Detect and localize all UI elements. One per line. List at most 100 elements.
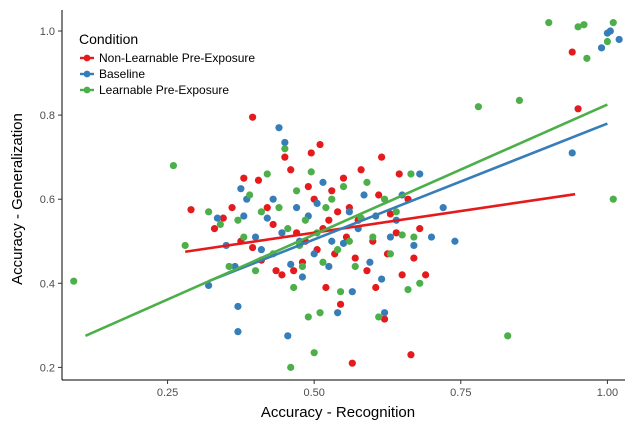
x-tick-label: 0.25 bbox=[157, 387, 178, 399]
point-non-learnable-pre-exposure bbox=[363, 267, 371, 275]
point-learnable-pre-exposure bbox=[515, 96, 524, 104]
legend: Condition Non-Learnable Pre-Exposure Base… bbox=[79, 31, 255, 97]
point-learnable-pre-exposure bbox=[322, 204, 330, 212]
point-baseline bbox=[380, 309, 389, 317]
point-learnable-pre-exposure bbox=[339, 182, 348, 191]
point-learnable-pre-exposure bbox=[404, 286, 412, 294]
point-baseline bbox=[360, 191, 368, 199]
point-non-learnable-pre-exposure bbox=[380, 315, 389, 323]
point-learnable-pre-exposure bbox=[287, 363, 295, 371]
point-non-learnable-pre-exposure bbox=[386, 210, 395, 218]
x-ticks: 0.25 0.50 0.75 1.00 bbox=[157, 380, 618, 399]
point-baseline bbox=[284, 332, 292, 340]
point-baseline bbox=[378, 275, 386, 283]
points-layer bbox=[70, 19, 623, 371]
point-learnable-pre-exposure bbox=[307, 168, 315, 176]
point-non-learnable-pre-exposure bbox=[248, 113, 257, 121]
point-baseline bbox=[339, 239, 348, 247]
point-non-learnable-pre-exposure bbox=[336, 300, 345, 308]
legend-key-point-non-learnable-pre-exposure bbox=[83, 54, 91, 62]
point-learnable-pre-exposure bbox=[292, 187, 301, 195]
point-learnable-pre-exposure bbox=[407, 170, 415, 178]
point-learnable-pre-exposure bbox=[225, 262, 233, 271]
point-learnable-pre-exposure bbox=[336, 288, 345, 296]
point-learnable-pre-exposure bbox=[284, 225, 292, 233]
point-baseline bbox=[278, 229, 286, 237]
point-baseline bbox=[251, 233, 260, 241]
point-non-learnable-pre-exposure bbox=[568, 48, 576, 56]
point-non-learnable-pre-exposure bbox=[272, 267, 280, 275]
point-non-learnable-pre-exposure bbox=[219, 214, 227, 222]
point-baseline bbox=[310, 250, 318, 258]
point-learnable-pre-exposure bbox=[301, 216, 309, 224]
point-learnable-pre-exposure bbox=[281, 145, 289, 153]
point-learnable-pre-exposure bbox=[70, 277, 78, 285]
point-learnable-pre-exposure bbox=[351, 262, 359, 271]
point-baseline bbox=[298, 273, 307, 281]
point-baseline bbox=[410, 241, 418, 250]
point-non-learnable-pre-exposure bbox=[410, 254, 418, 262]
point-non-learnable-pre-exposure bbox=[263, 204, 271, 212]
x-tick-label: 0.75 bbox=[450, 387, 471, 399]
point-learnable-pre-exposure bbox=[416, 279, 424, 287]
point-non-learnable-pre-exposure bbox=[287, 166, 295, 174]
point-non-learnable-pre-exposure bbox=[290, 267, 298, 275]
point-non-learnable-pre-exposure bbox=[187, 206, 195, 214]
point-learnable-pre-exposure bbox=[603, 37, 612, 46]
point-baseline bbox=[313, 199, 321, 208]
y-tick-label: 1.0 bbox=[40, 26, 55, 38]
point-baseline bbox=[325, 262, 333, 271]
point-learnable-pre-exposure bbox=[290, 283, 298, 292]
point-baseline bbox=[597, 44, 606, 52]
point-learnable-pre-exposure bbox=[319, 258, 327, 266]
point-baseline bbox=[292, 204, 301, 212]
point-non-learnable-pre-exposure bbox=[325, 216, 333, 224]
point-non-learnable-pre-exposure bbox=[307, 149, 315, 157]
x-axis-title: Accuracy - Recognition bbox=[261, 404, 415, 421]
point-learnable-pre-exposure bbox=[334, 246, 342, 254]
point-non-learnable-pre-exposure bbox=[248, 243, 257, 252]
legend-label-baseline: Baseline bbox=[99, 67, 145, 81]
point-baseline bbox=[237, 185, 245, 193]
point-baseline bbox=[427, 233, 436, 241]
point-baseline bbox=[281, 138, 289, 147]
point-non-learnable-pre-exposure bbox=[378, 153, 386, 161]
point-non-learnable-pre-exposure bbox=[357, 166, 365, 174]
point-non-learnable-pre-exposure bbox=[395, 170, 403, 178]
point-learnable-pre-exposure bbox=[375, 313, 383, 321]
point-learnable-pre-exposure bbox=[363, 178, 371, 186]
point-baseline bbox=[348, 288, 356, 296]
point-non-learnable-pre-exposure bbox=[348, 359, 356, 367]
point-learnable-pre-exposure bbox=[251, 267, 260, 275]
point-learnable-pre-exposure bbox=[398, 231, 406, 239]
point-non-learnable-pre-exposure bbox=[416, 225, 424, 233]
fit-line-non-learnable-pre-exposure bbox=[184, 192, 576, 254]
point-learnable-pre-exposure bbox=[609, 195, 617, 203]
point-baseline bbox=[275, 124, 283, 132]
point-learnable-pre-exposure bbox=[304, 313, 312, 321]
point-learnable-pre-exposure bbox=[169, 161, 178, 170]
point-non-learnable-pre-exposure bbox=[281, 153, 289, 161]
point-baseline bbox=[257, 246, 265, 254]
point-non-learnable-pre-exposure bbox=[316, 140, 324, 149]
point-learnable-pre-exposure bbox=[257, 208, 265, 216]
point-baseline bbox=[334, 309, 342, 317]
point-learnable-pre-exposure bbox=[392, 208, 400, 216]
legend-key-point-learnable-pre-exposure bbox=[83, 86, 91, 94]
point-baseline bbox=[234, 302, 242, 311]
point-learnable-pre-exposure bbox=[316, 309, 324, 317]
point-learnable-pre-exposure bbox=[474, 103, 482, 111]
x-tick-label: 0.50 bbox=[303, 387, 324, 399]
legend-key-point-baseline bbox=[83, 70, 91, 78]
point-baseline bbox=[263, 214, 271, 222]
legend-label-learnable-pre-exposure: Learnable Pre-Exposure bbox=[99, 83, 229, 97]
point-non-learnable-pre-exposure bbox=[339, 174, 348, 182]
point-learnable-pre-exposure bbox=[345, 237, 353, 245]
point-learnable-pre-exposure bbox=[609, 19, 617, 27]
point-non-learnable-pre-exposure bbox=[328, 187, 336, 195]
point-non-learnable-pre-exposure bbox=[254, 176, 263, 184]
point-learnable-pre-exposure bbox=[369, 233, 377, 241]
point-baseline bbox=[606, 27, 614, 35]
point-learnable-pre-exposure bbox=[328, 195, 336, 203]
point-learnable-pre-exposure bbox=[583, 54, 591, 62]
